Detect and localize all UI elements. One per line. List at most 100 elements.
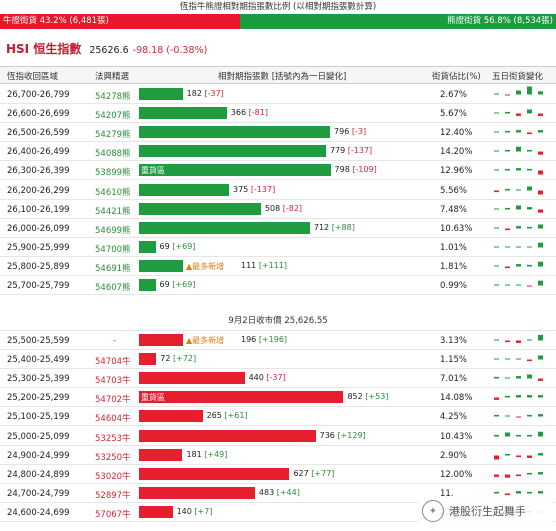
sparkline-bar: [494, 455, 499, 460]
sparkline-bar: [494, 284, 499, 286]
chart-title: 恆指牛熊證相對期指張數比例 (以相對期指張數計算): [179, 2, 377, 12]
sparkline-bar: [516, 263, 521, 267]
sparkline-bar: [516, 225, 521, 229]
range-cell: 25,500-25,599: [7, 336, 70, 346]
sparkline-bar: [538, 334, 543, 341]
sparkline-bar: [527, 285, 532, 287]
contract-count: 181: [186, 449, 205, 459]
watermark: ✦ 港股衍生起舞手: [418, 496, 554, 526]
bear-ratio-segment: 熊證街貨 56.8% (8,534張): [240, 14, 556, 29]
five-day-sparkline: [494, 186, 543, 194]
contract-delta: [-137]: [250, 184, 276, 194]
sparkline-bar: [527, 415, 532, 417]
sparkline-bar: [505, 94, 510, 96]
warrant-code-link[interactable]: 54279熊: [95, 130, 131, 141]
index-change: -98.18 (-0.38%): [132, 45, 208, 56]
contract-delta: [+69]: [172, 241, 196, 251]
range-cell: 26,400-26,499: [7, 147, 70, 158]
sparkline-bar: [494, 227, 499, 229]
range-cell: 26,600-26,699: [7, 109, 70, 120]
warrant-code-link[interactable]: 54610熊: [95, 187, 131, 198]
index-name: HSI 恒生指數: [6, 42, 82, 56]
range-cell: 25,400-25,499: [7, 355, 70, 366]
contract-count: 265: [206, 411, 225, 421]
warrant-code-link[interactable]: 54700熊: [95, 244, 131, 255]
warrant-code-link[interactable]: 52897牛: [95, 490, 131, 501]
warrant-code-link[interactable]: 53899熊: [95, 168, 131, 179]
sparkline-bar: [527, 150, 532, 152]
table-row: 25,400-25,499 54704牛 72 [+72] 1.15%: [0, 350, 556, 370]
contract-value: 69 [+69]: [160, 280, 196, 289]
contract-bar: [139, 145, 326, 158]
warrant-code-link[interactable]: 53020牛: [95, 471, 131, 482]
five-day-sparkline: [494, 130, 543, 135]
warrant-code-link[interactable]: 54604牛: [95, 414, 131, 425]
five-day-sparkline: [494, 205, 543, 213]
bull-ratio-segment: 牛證街貨 43.2% (6,481張): [0, 14, 241, 29]
warrant-code-link[interactable]: 54703牛: [95, 376, 131, 387]
sparkline-bar: [516, 376, 521, 379]
contract-delta: [-82]: [282, 203, 303, 213]
sparkline-bar: [516, 340, 521, 343]
warrant-code-link[interactable]: 54699熊: [95, 225, 131, 236]
sparkline-bar: [494, 112, 499, 114]
contract-bar: [139, 183, 229, 196]
table-row: 25,500-25,599 - ▲最多新增 196 [+196] 3.13%: [0, 331, 556, 350]
sparkline-bar: [516, 246, 521, 248]
sparkline-bar: [516, 416, 521, 418]
sparkline-bar: [538, 431, 543, 436]
table-row: 26,300-26,399 53899熊 重貨區 798 [-109] 12.96%: [0, 161, 556, 181]
contract-count: 852: [347, 392, 366, 402]
sparkline-bar: [538, 91, 543, 95]
contract-delta: [+129]: [337, 430, 366, 440]
warrant-code-link[interactable]: 54421熊: [95, 206, 131, 217]
share-pct: 5.67%: [440, 109, 468, 120]
warrant-code-link[interactable]: 54691熊: [95, 263, 131, 274]
contract-value: 181 [+49]: [186, 450, 227, 459]
sparkline-bar: [505, 150, 510, 152]
sparkline-bar: [527, 264, 532, 267]
bull-bear-ratio-bar: 牛證街貨 43.2% (6,481張) 熊證街貨 56.8% (8,534張): [0, 14, 556, 29]
five-day-sparkline: [494, 374, 543, 382]
contract-count: 779: [329, 146, 348, 156]
contract-count: 140: [176, 506, 195, 516]
warrant-code-link[interactable]: 54702牛: [95, 395, 131, 406]
sparkline-bar: [527, 186, 532, 190]
sparkline-bar: [516, 434, 521, 436]
sparkline-bar: [527, 455, 532, 458]
table-row: 26,100-26,199 54421熊 508 [-82] 7.48%: [0, 200, 556, 219]
warrant-code-link[interactable]: 53253牛: [95, 433, 131, 444]
table-row: 26,400-26,499 54088熊 779 [-137] 14.20%: [0, 142, 556, 162]
sparkline-bar: [494, 169, 499, 171]
range-cell: 26,100-26,199: [7, 204, 70, 215]
contract-value: 182 [-37]: [187, 89, 224, 98]
watermark-text: 港股衍生起舞手: [449, 505, 526, 518]
sparkline-bar: [538, 209, 543, 213]
sparkline-bar: [538, 490, 543, 494]
sparkline-bar: [505, 169, 510, 171]
sparkline-bar: [505, 207, 510, 210]
five-day-sparkline: [494, 109, 543, 116]
contract-count: 366: [230, 108, 249, 118]
contract-value: 366 [-81]: [231, 108, 268, 117]
warrant-code-link[interactable]: 53250牛: [95, 452, 131, 463]
sparkline-bar: [505, 432, 510, 436]
warrant-code-link[interactable]: 54704牛: [95, 357, 131, 368]
warrant-code-link[interactable]: 57067牛: [95, 509, 131, 520]
most-added-label: ▲最多新增: [186, 336, 225, 345]
warrant-code-link[interactable]: 54607熊: [95, 283, 131, 293]
contract-bar: [139, 372, 245, 385]
sparkline-bar: [538, 113, 543, 116]
sparkline-bar: [538, 355, 543, 360]
warrant-code-link[interactable]: 54207熊: [95, 111, 131, 122]
contract-value: 265 [+61]: [207, 411, 248, 420]
warrant-code-link[interactable]: 54278熊: [95, 92, 131, 102]
share-pct: 1.15%: [440, 355, 468, 366]
share-pct: 2.67%: [440, 90, 468, 100]
sparkline-bar: [538, 170, 543, 175]
contract-bar: [139, 88, 183, 100]
sparkline-bar: [505, 358, 510, 360]
warrant-code-link[interactable]: 54088熊: [95, 149, 131, 160]
sparkline-bar: [494, 131, 499, 133]
wechat-logo-icon: ✦: [422, 500, 444, 522]
